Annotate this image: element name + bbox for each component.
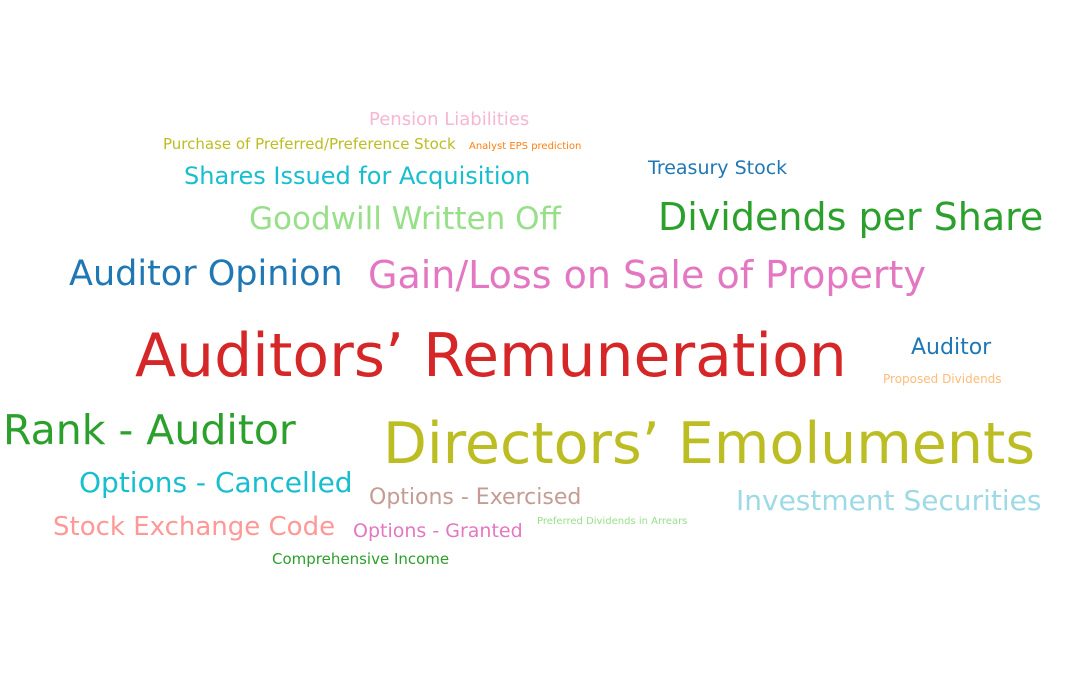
word-comprehensive-income: Comprehensive Income [272, 550, 450, 569]
word-auditor: Auditor [911, 334, 992, 360]
word-purchase-of-preferred-preference-stock: Purchase of Preferred/Preference Stock [163, 135, 456, 154]
word-options-granted: Options - Granted [353, 520, 523, 543]
word-rank-auditor: Rank - Auditor [3, 406, 296, 455]
word-directors-emoluments: Directors’ Emoluments [383, 410, 1036, 477]
word-preferred-dividends-in-arrears: Preferred Dividends in Arrears [537, 516, 688, 528]
word-treasury-stock: Treasury Stock [648, 157, 788, 180]
word-auditors-remuneration: Auditors’ Remuneration [135, 321, 847, 392]
word-options-exercised: Options - Exercised [369, 484, 582, 510]
word-options-cancelled: Options - Cancelled [79, 466, 353, 500]
word-auditor-opinion: Auditor Opinion [69, 253, 343, 294]
word-investment-securities: Investment Securities [736, 484, 1042, 518]
word-proposed-dividends: Proposed Dividends [883, 371, 1002, 386]
word-shares-issued-for-acquisition: Shares Issued for Acquisition [184, 162, 531, 191]
word-goodwill-written-off: Goodwill Written Off [249, 200, 561, 237]
word-pension-liabilities: Pension Liabilities [369, 108, 530, 130]
word-gain-loss-on-sale-of-property: Gain/Loss on Sale of Property [368, 253, 926, 298]
word-dividends-per-share: Dividends per Share [658, 195, 1044, 240]
word-stock-exchange-code: Stock Exchange Code [53, 511, 336, 542]
word-analyst-eps-prediction: Analyst EPS prediction [469, 141, 582, 153]
